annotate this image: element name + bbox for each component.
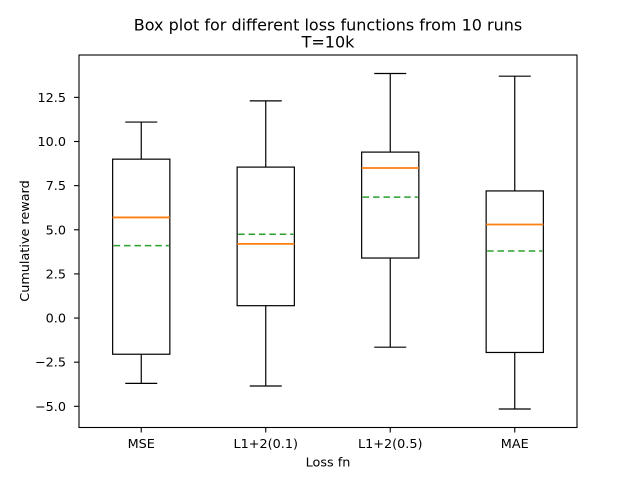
box-2 — [361, 151, 420, 259]
chart-title: Box plot for different loss functions fr… — [134, 16, 522, 35]
box-0 — [112, 158, 171, 355]
x-tick-label: MSE — [128, 437, 155, 452]
chart-subtitle: T=10k — [301, 33, 356, 52]
y-tick-label: 7.5 — [46, 179, 66, 194]
x-tick-label: L1+2(0.5) — [358, 437, 422, 452]
x-tick-label: L1+2(0.1) — [234, 437, 298, 452]
box-1 — [236, 166, 295, 307]
axes-frame — [78, 54, 578, 429]
x-tick-label: MAE — [501, 437, 529, 452]
y-tick-label: 0.0 — [46, 312, 66, 327]
y-tick-label: 5.0 — [46, 223, 66, 238]
y-tick-label: 10.0 — [38, 135, 67, 150]
y-axis-label: Cumulative reward — [18, 180, 33, 301]
x-axis-label: Loss fn — [306, 456, 351, 471]
y-tick-label: 12.5 — [38, 91, 67, 106]
y-tick-label: 2.5 — [46, 267, 66, 282]
axes-group: −5.0 −2.5 0.0 2.5 5.0 7.5 10.0 12.5 MSE L1+2(0.1)… — [35, 54, 578, 452]
box-3 — [485, 190, 544, 354]
y-tick-label: −2.5 — [35, 356, 66, 371]
y-tick-label: −5.0 — [35, 400, 66, 415]
